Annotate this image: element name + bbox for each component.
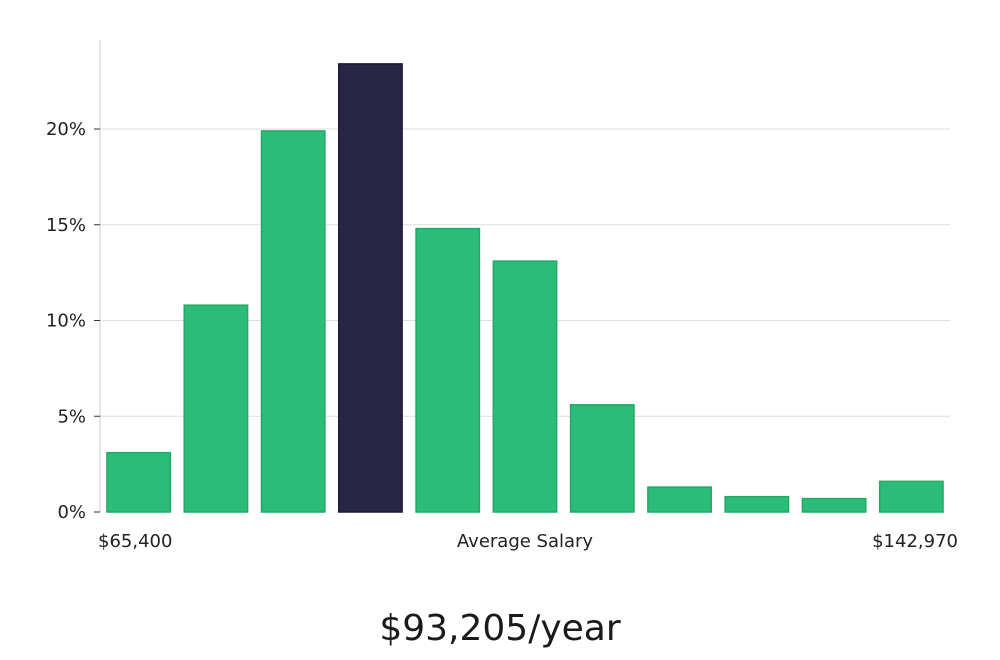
y-axis-ticks: 0% 5% 10% 15% 20% <box>46 119 100 523</box>
histogram-bars <box>106 63 944 513</box>
salary-distribution-chart: 0% 5% 10% 15% 20% $65,400 Average Salary $14… <box>46 40 958 552</box>
histogram-bar <box>647 486 712 513</box>
x-axis-title: Average Salary <box>457 531 594 552</box>
histogram-bar <box>878 480 944 513</box>
histogram-bar <box>724 495 790 513</box>
y-tick-label: 0% <box>57 502 86 523</box>
histogram-bar <box>183 304 249 513</box>
x-axis-max-label: $142,970 <box>872 531 958 552</box>
average-salary-headline: $93,205/year <box>379 608 621 649</box>
y-tick-label: 20% <box>46 119 86 140</box>
histogram-bar <box>106 451 172 513</box>
histogram-bar <box>415 227 481 513</box>
y-tick-label: 10% <box>46 311 86 332</box>
histogram-bar <box>492 260 558 513</box>
x-axis-min-label: $65,400 <box>98 531 172 552</box>
histogram-bar <box>260 130 326 513</box>
histogram-bar-highlighted <box>338 63 403 513</box>
histogram-bar <box>801 497 867 513</box>
y-tick-label: 5% <box>57 406 86 427</box>
histogram-bar <box>569 404 635 513</box>
y-tick-label: 15% <box>46 215 86 236</box>
